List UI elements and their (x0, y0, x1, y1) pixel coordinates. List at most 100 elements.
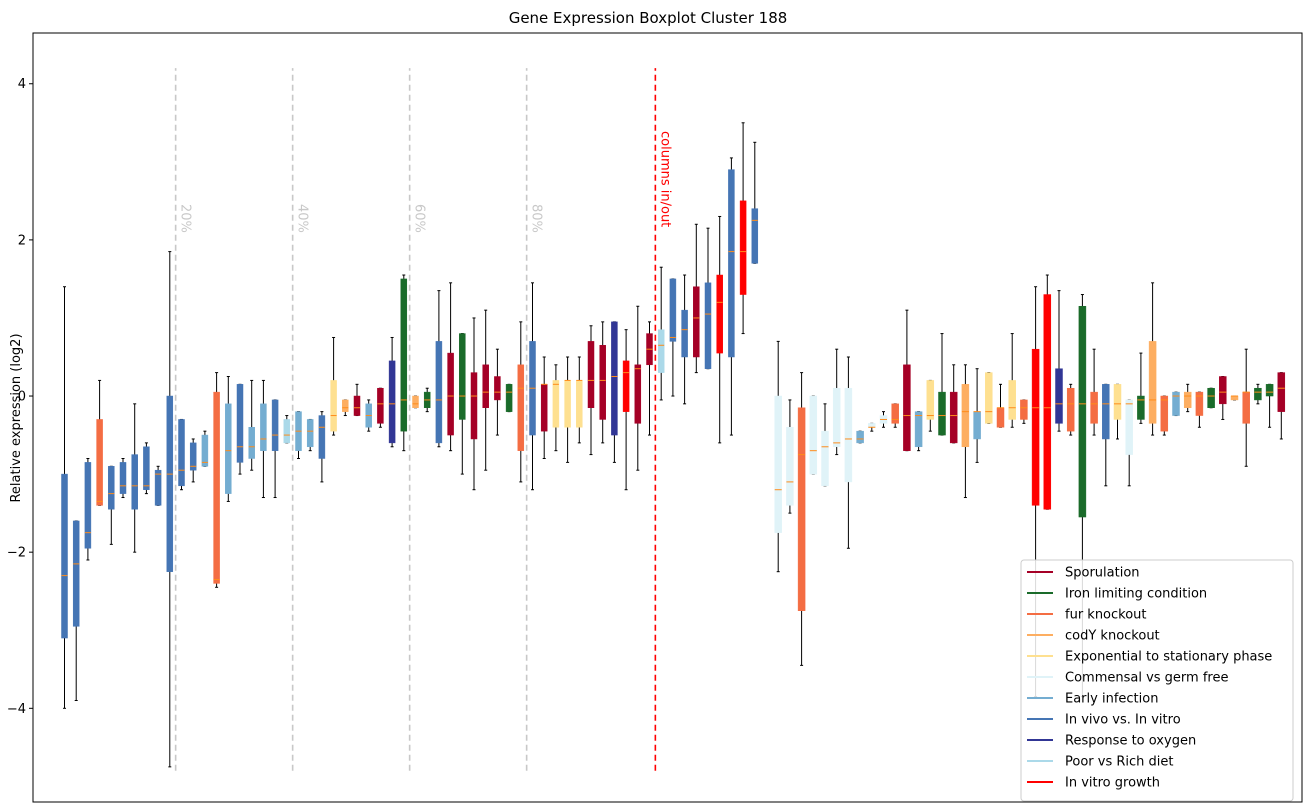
box (949, 391, 958, 444)
box (260, 403, 267, 451)
legend-entry: Early infection (1065, 692, 1158, 707)
box (564, 380, 571, 428)
box (505, 384, 513, 412)
box (517, 364, 525, 451)
box (1020, 399, 1028, 420)
box (599, 345, 606, 420)
box (611, 321, 618, 436)
marker-label: 40% (295, 204, 310, 233)
box (166, 395, 174, 572)
y-tick-label: 2 (18, 233, 26, 248)
box (704, 282, 712, 369)
box (669, 278, 677, 342)
legend-entry: fur knockout (1065, 608, 1147, 623)
box (306, 419, 314, 448)
box (61, 473, 68, 639)
box (154, 469, 162, 506)
box (388, 360, 396, 444)
box (1008, 380, 1016, 420)
box (482, 364, 489, 408)
legend: Sporulation Iron limiting condition fur kn… (1020, 559, 1294, 802)
box (400, 278, 408, 432)
box (96, 419, 103, 506)
box (973, 411, 981, 440)
marker-label: 60% (412, 204, 427, 233)
legend-entry: Commensal vs germ free (1065, 671, 1228, 686)
box (634, 364, 642, 424)
box (985, 372, 993, 424)
box (236, 384, 244, 463)
box (856, 430, 864, 444)
box (271, 399, 279, 451)
box (797, 407, 806, 611)
box (1277, 372, 1286, 412)
legend-entry: Response to oxygen (1065, 734, 1196, 749)
box (1078, 305, 1087, 518)
box (119, 462, 127, 494)
box (318, 415, 326, 459)
box (540, 384, 548, 432)
box (1043, 294, 1052, 510)
box (131, 454, 138, 510)
box (786, 427, 794, 506)
legend-entry: In vitro growth (1065, 776, 1160, 791)
box (552, 380, 560, 428)
box (844, 387, 853, 483)
box (961, 384, 970, 448)
box (1207, 387, 1215, 408)
box (108, 466, 115, 510)
box (681, 309, 688, 358)
box (1113, 384, 1122, 420)
box (1265, 384, 1274, 397)
box (832, 387, 841, 448)
legend-box (1020, 559, 1294, 802)
plot-frame (32, 32, 1303, 803)
box (739, 200, 747, 295)
box (996, 407, 1005, 428)
box (903, 364, 911, 451)
box (494, 376, 501, 401)
box (693, 286, 700, 358)
box (1031, 348, 1040, 506)
box (248, 427, 255, 459)
y-axis-label: Relative expression (log2) (9, 333, 24, 502)
marker-label: 80% (529, 204, 544, 233)
box (353, 395, 361, 416)
box (84, 462, 92, 549)
chart-title: Gene Expression Boxplot Cluster 188 (509, 9, 788, 27)
box (435, 341, 443, 444)
box (1219, 376, 1227, 405)
box (1125, 399, 1133, 455)
box (1148, 341, 1157, 424)
box (283, 419, 291, 444)
y-tick-label: 0 (18, 390, 26, 405)
box (1055, 368, 1063, 424)
box (377, 387, 384, 424)
box (213, 391, 220, 584)
y-tick-label: −2 (7, 546, 26, 561)
box (1160, 395, 1169, 432)
box (587, 341, 595, 408)
legend-entry: Sporulation (1065, 566, 1140, 581)
legend-entry: Exponential to stationary phase (1065, 650, 1272, 665)
legend-entry: codY knockout (1065, 629, 1160, 644)
y-axis: −4 −2 0 2 4 (7, 77, 33, 717)
box (1242, 391, 1250, 424)
box (447, 352, 454, 436)
box (657, 329, 665, 373)
box (189, 442, 197, 471)
box (716, 274, 723, 354)
marker-label: columns in/out (657, 131, 672, 227)
box (821, 430, 829, 487)
box (459, 333, 466, 420)
box (774, 395, 782, 533)
box (143, 446, 150, 490)
box (809, 395, 818, 475)
box (1195, 391, 1204, 416)
legend-entry: Iron limiting condition (1065, 587, 1207, 602)
box (201, 434, 209, 467)
box (622, 360, 630, 412)
box (470, 372, 478, 440)
box (1090, 391, 1098, 424)
